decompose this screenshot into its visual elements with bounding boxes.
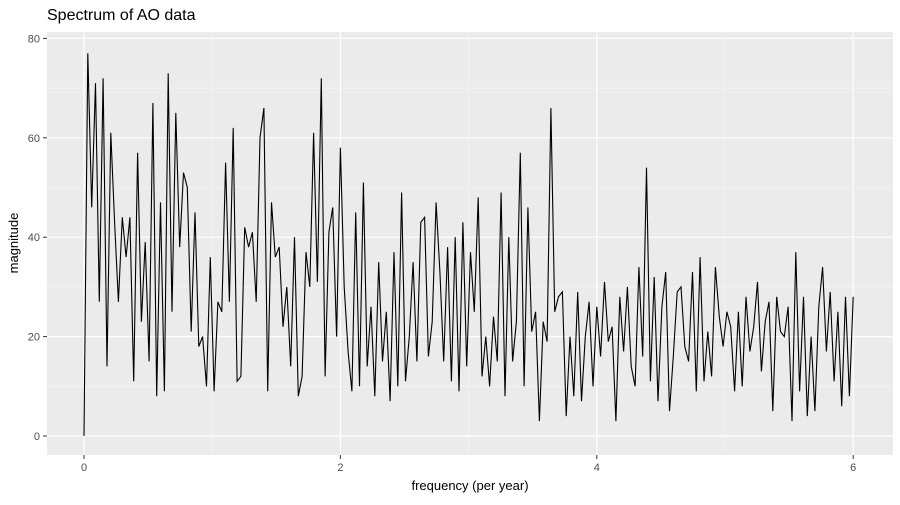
x-tick-label: 2 — [337, 462, 343, 474]
x-tick-label: 6 — [850, 462, 856, 474]
y-tick-label: 80 — [28, 33, 40, 45]
plot-panel — [47, 32, 893, 455]
y-tick-label: 40 — [28, 232, 40, 244]
y-tick-label: 0 — [34, 431, 40, 443]
x-axis-label: frequency (per year) — [411, 478, 528, 493]
x-tick-label: 0 — [81, 462, 87, 474]
series-line — [83, 53, 854, 437]
x-tick-label: 4 — [594, 462, 600, 474]
y-tick-label: 60 — [28, 133, 40, 145]
y-axis-label: magnitude — [6, 213, 21, 274]
y-tick-label: 20 — [28, 332, 40, 344]
chart-title: Spectrum of AO data — [47, 7, 196, 24]
